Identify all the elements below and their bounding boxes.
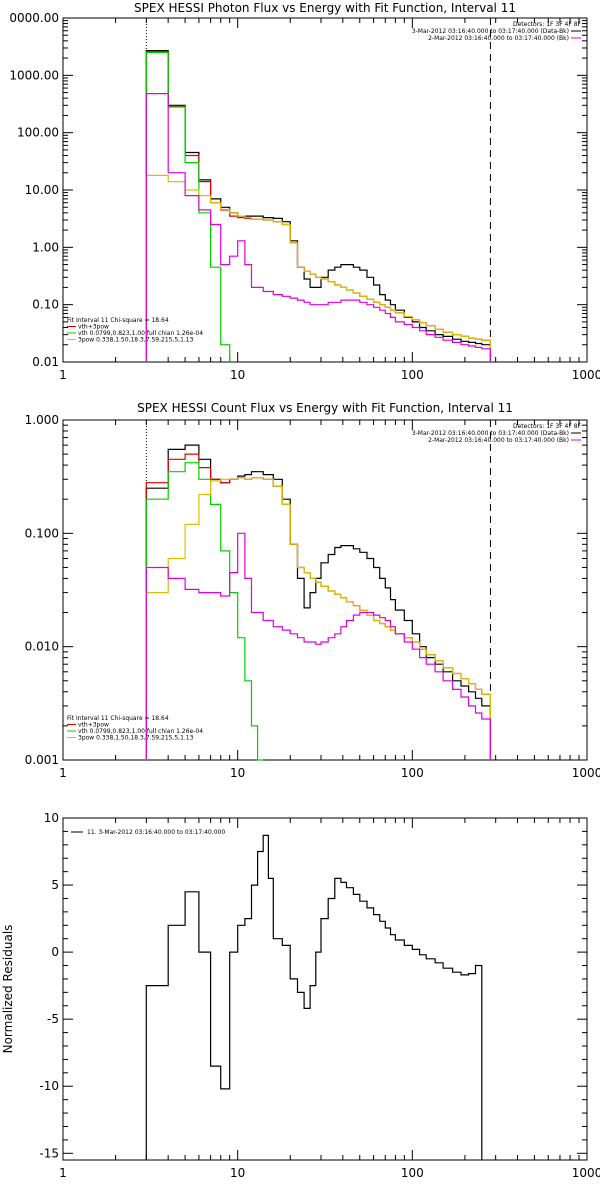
series-line-1 (145, 444, 491, 760)
series-line-5 (145, 93, 491, 362)
series-line-4 (145, 174, 491, 362)
x-tick-label: 1 (59, 766, 67, 780)
y-tick-label: -5 (47, 1012, 59, 1026)
y-tick-label: -10 (39, 1079, 59, 1093)
legend-top: 11. 3-Mar-2012 03:16:40.000 to 03:17:40.… (71, 829, 225, 836)
series-line-3 (145, 51, 231, 362)
legend-entry: 2-Mar-2012 03:16:40.000 to 03:17:40.000 … (428, 437, 569, 444)
x-tick-label: 10 (230, 1166, 245, 1180)
y-tick-label: 0.100 (25, 526, 59, 540)
x-axis: 1 10 100 1000 (59, 818, 600, 1180)
y-tick-label: 10.00 (25, 183, 59, 197)
y-axis: 0.01 0.10 1.00 10.00 100.00 1000.00 0000.00 (9, 11, 587, 369)
legend-bottom: Fit Interval 11 Chi-square = 18.64vth+3p… (67, 715, 203, 742)
legend-entry: 3pow 0.338,1.50,18.3,7.59,215,5,1.13 (78, 735, 194, 742)
legend-entry: 3-Mar-2012 03:16:40.000 to 03:17:40.000 … (412, 28, 569, 35)
x-axis: 1 10 100 1000 (59, 18, 600, 382)
legend-entry: vth 0.0799,0.823,1.00 full chian 1.26e-0… (78, 728, 203, 735)
x-tick-label: 1 (59, 368, 67, 382)
y-tick-label: 0 (51, 945, 59, 959)
y-tick-label: 0.010 (25, 640, 59, 654)
chart-title: SPEX HESSI Count Flux vs Energy with Fit… (137, 401, 513, 415)
x-tick-label: 1000 (572, 1166, 600, 1180)
series-line-1 (145, 834, 483, 1160)
series-line-4 (145, 477, 491, 760)
plot-frame (62, 419, 588, 761)
legend-bottom: Fit Interval 11 Chi-square = 18.64vth+3p… (67, 317, 203, 344)
y-tick-label: 1.000 (25, 413, 59, 427)
x-tick-label: 100 (401, 766, 424, 780)
x-tick-label: 10 (230, 368, 245, 382)
y-tick-label: 0000.00 (9, 11, 59, 25)
legend-entry: 11. 3-Mar-2012 03:16:40.000 to 03:17:40.… (87, 829, 225, 836)
x-tick-label: 100 (401, 1166, 424, 1180)
series-line-2 (145, 453, 491, 760)
y-axis: 10 5 0 -5 -10 -15 (39, 811, 587, 1160)
y-tick-label: 10 (44, 811, 59, 825)
chart-title: SPEX HESSI Photon Flux vs Energy with Fi… (134, 1, 516, 15)
legend-top: Detectors: 1F 3F 4F 8F3-Mar-2012 03:16:4… (412, 423, 582, 444)
legend-entry: Fit Interval 11 Chi-square = 18.64 (67, 317, 169, 324)
legend-entry: vth+3pow (78, 722, 109, 729)
series-line-1 (145, 50, 491, 362)
y-tick-label: 0.001 (25, 753, 59, 767)
legend-entry: Detectors: 1F 3F 4F 8F (513, 21, 582, 28)
legend-entry: vth 0.0799,0.823,1.00 full chian 1.26e-0… (78, 330, 203, 337)
y-axis: 0.001 0.010 0.100 1.000 (25, 413, 587, 767)
legend-top: Detectors: 1F 3F 4F 8F3-Mar-2012 03:16:4… (412, 21, 582, 42)
chart-panel-1: SPEX HESSI Photon Flux vs Energy with Fi… (9, 1, 600, 382)
legend-entry: Fit Interval 11 Chi-square = 18.64 (67, 715, 169, 722)
x-tick-label: 1000 (572, 766, 600, 780)
legend-entry: Detectors: 1F 3F 4F 8F (513, 423, 582, 430)
x-tick-label: 100 (401, 368, 424, 382)
y-tick-label: 0.01 (32, 355, 59, 369)
series-line-2 (145, 50, 491, 362)
chart-panel-2: SPEX HESSI Count Flux vs Energy with Fit… (25, 401, 600, 780)
y-tick-label: -15 (39, 1146, 59, 1160)
plot-frame (62, 817, 588, 1161)
x-tick-label: 1000 (572, 368, 600, 382)
legend-entry: vth+3pow (78, 324, 109, 331)
x-tick-label: 10 (230, 766, 245, 780)
legend-entry: 3-Mar-2012 03:16:40.000 to 03:17:40.000 … (412, 430, 569, 437)
y-tick-label: 5 (51, 878, 59, 892)
legend-entry: 2-Mar-2012 03:16:40.000 to 03:17:40.000 … (428, 35, 569, 42)
y-tick-label: 1000.00 (9, 68, 59, 82)
y-tick-label: 1.00 (32, 240, 59, 254)
y-tick-label: 100.00 (17, 126, 59, 140)
x-tick-label: 1 (59, 1166, 67, 1180)
chart-panel-3: Normalized Residuals 1 10 100 1000 10 5 0 -5 -10 -… (1, 811, 600, 1180)
series-line-3 (145, 462, 264, 761)
y-tick-label: 0.10 (32, 298, 59, 312)
series-line-5 (145, 532, 491, 760)
y-axis-label: Normalized Residuals (1, 925, 15, 1054)
legend-entry: 3pow 0.338,1.50,18.3,7.59,215,5,1.13 (78, 337, 194, 344)
plot-frame (62, 17, 588, 363)
x-axis: 1 10 100 1000 (59, 420, 600, 780)
